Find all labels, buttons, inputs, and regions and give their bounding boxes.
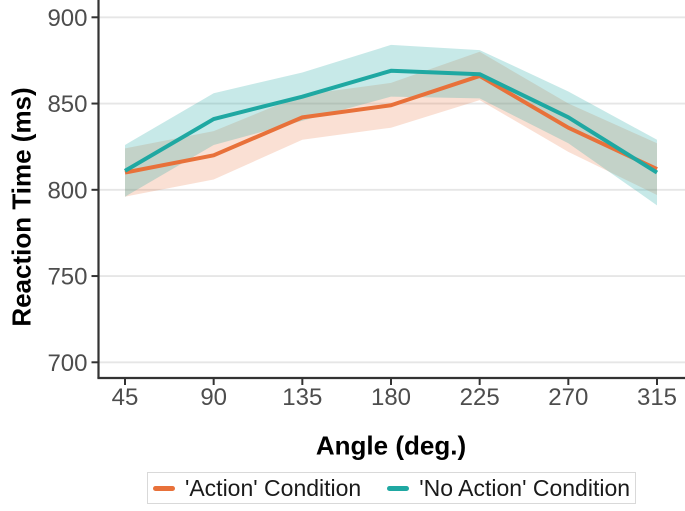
x-tick-label: 135: [282, 384, 322, 411]
action-line-key-icon: [152, 485, 175, 491]
x-axis-title: Angle (deg.): [315, 430, 467, 461]
y-tick-label: 800: [47, 177, 87, 204]
legend-label-action: 'Action' Condition: [184, 474, 362, 501]
no-action-line-key-icon: [387, 485, 410, 491]
action-confidence-band: [125, 51, 657, 197]
no-action-confidence-band: [125, 44, 657, 206]
legend: 'Action' Condition 'No Action' Condition: [147, 472, 636, 504]
y-tick-label: 900: [47, 5, 87, 32]
x-tick-label: 90: [200, 384, 227, 411]
legend-item-action: 'Action' Condition: [152, 474, 362, 502]
action-line: [124, 73, 658, 175]
y-tick-label: 850: [47, 91, 87, 118]
y-tick-label: 750: [47, 264, 87, 291]
x-tick-label: 180: [371, 384, 411, 411]
legend-label-no-action: 'No Action' Condition: [419, 474, 631, 501]
y-axis-title: Reaction Time (ms): [6, 87, 37, 327]
x-tick-label: 270: [548, 384, 588, 411]
x-tick-label: 225: [460, 384, 500, 411]
y-tick-label: 700: [47, 350, 87, 377]
x-tick-label: 45: [112, 384, 139, 411]
x-tick-label: 315: [637, 384, 677, 411]
no-action-line: [123, 68, 659, 175]
legend-item-no-action: 'No Action' Condition: [387, 475, 630, 502]
